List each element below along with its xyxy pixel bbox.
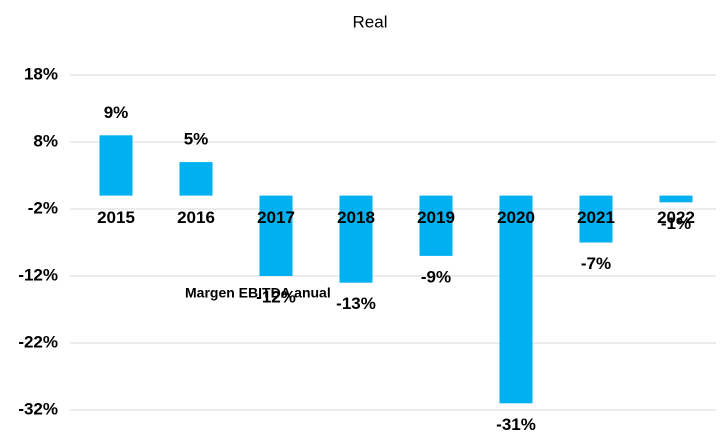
data-label: -13% [336, 294, 376, 313]
x-tick-label: 2022 [657, 208, 695, 227]
data-label: 9% [104, 103, 129, 122]
data-label: -1% [661, 214, 691, 233]
bar [659, 195, 693, 203]
x-tick-label: 2020 [497, 208, 535, 227]
data-label: 5% [184, 130, 209, 149]
y-tick-label: -32% [18, 399, 58, 418]
y-tick-label: -2% [28, 198, 58, 217]
y-tick-label: -12% [18, 265, 58, 284]
x-tick-label: 2017 [257, 208, 295, 227]
chart-title: Real [353, 12, 388, 31]
x-tick-label: 2016 [177, 208, 215, 227]
y-tick-label: -22% [18, 332, 58, 351]
data-label: -12% [256, 287, 296, 306]
x-tick-label: 2015 [97, 208, 135, 227]
y-tick-label: 8% [33, 131, 58, 150]
bar [419, 195, 453, 256]
annotation: Margen EBITDA anual [185, 285, 331, 301]
data-label: -31% [496, 415, 536, 434]
bar [259, 195, 293, 276]
x-tick-label: 2021 [577, 208, 615, 227]
bar [99, 135, 133, 196]
bar [579, 195, 613, 243]
y-tick-label: 18% [24, 64, 58, 83]
bar [179, 162, 213, 196]
data-label: -9% [421, 267, 451, 286]
data-label: -7% [581, 254, 611, 273]
bar [339, 195, 373, 283]
x-tick-label: 2019 [417, 208, 455, 227]
x-tick-label: 2018 [337, 208, 375, 227]
bar [499, 195, 533, 404]
